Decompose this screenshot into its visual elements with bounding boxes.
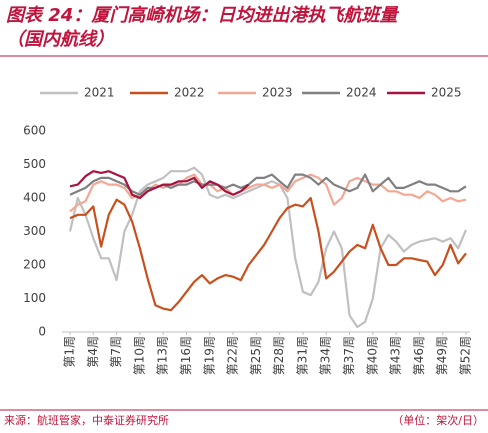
series-line — [69, 173, 467, 196]
x-tick-label: 第7周 — [109, 336, 123, 368]
x-tick-label: 第40周 — [365, 336, 379, 375]
series-line — [68, 166, 468, 329]
x-tick-label: 第28周 — [272, 336, 286, 375]
x-tick-label: 第34周 — [319, 336, 333, 375]
legend-label: 2025 — [431, 86, 462, 100]
legend-label: 2021 — [84, 86, 115, 100]
y-tick-label: 600 — [23, 124, 46, 138]
chart-title: 图表 24：厦门高崎机场：日均进出港执飞航班量（国内航线） — [6, 5, 398, 50]
x-tick-label: 第25周 — [249, 336, 263, 375]
y-tick-label: 500 — [23, 157, 46, 171]
x-tick-label: 第52周 — [459, 336, 473, 375]
x-tick-label: 第46周 — [412, 336, 426, 375]
x-tick-label: 第13周 — [156, 336, 170, 375]
legend-label: 2024 — [346, 86, 377, 100]
series-line — [69, 170, 250, 200]
x-tick-label: 第37周 — [342, 336, 356, 375]
x-tick-label: 第19周 — [202, 336, 216, 375]
x-tick-label: 第22周 — [226, 336, 240, 375]
y-tick-label: 0 — [38, 325, 46, 339]
series-line — [69, 173, 467, 213]
x-tick-label: 第43周 — [389, 336, 403, 375]
series-line — [69, 196, 467, 312]
x-tick-label: 第49周 — [435, 336, 449, 375]
source: 来源：航班管家，中泰证券研究所 — [4, 413, 169, 427]
y-tick-label: 400 — [23, 191, 46, 205]
x-tick-label: 第4周 — [86, 336, 100, 368]
x-tick-label: 第10周 — [132, 336, 146, 375]
y-tick-label: 200 — [23, 258, 46, 272]
x-tick-label: 第16周 — [179, 336, 193, 375]
y-tick-label: 100 — [23, 291, 46, 305]
x-tick-label: 第31周 — [295, 336, 309, 375]
legend-label: 2022 — [174, 86, 205, 100]
y-tick-label: 300 — [23, 224, 46, 238]
legend-label: 2023 — [262, 86, 293, 100]
unit: （单位：架次/日） — [392, 413, 484, 427]
x-tick-label: 第1周 — [63, 336, 77, 368]
